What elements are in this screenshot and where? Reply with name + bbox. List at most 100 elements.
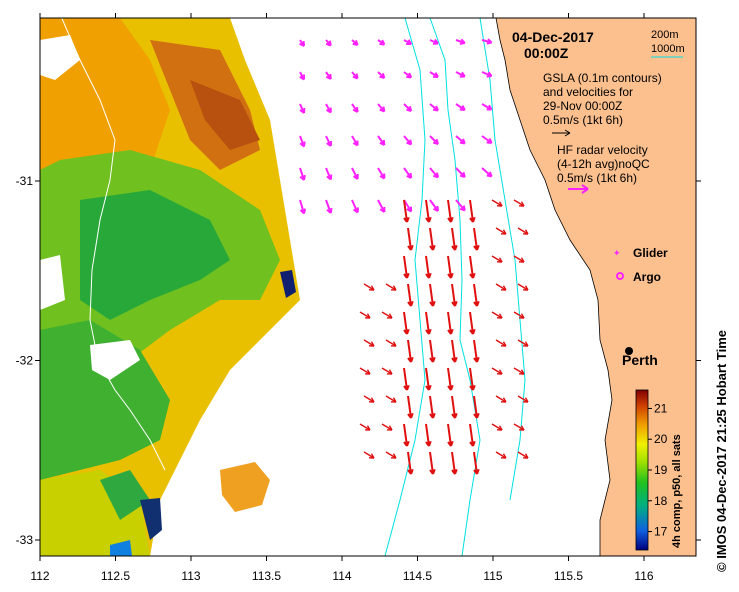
- gsla-note-line1: GSLA (0.1m contours): [543, 71, 662, 85]
- gsla-arrow: [481, 135, 493, 144]
- x-tick-label: 112.5: [101, 569, 130, 583]
- colorbar-label: 4h comp, p50, all sats: [671, 434, 683, 548]
- gsla-arrow: [325, 199, 333, 214]
- x-tick-label: 113.5: [252, 569, 281, 583]
- hf-radar-arrow: [385, 283, 397, 291]
- gsla-arrow: [351, 167, 359, 180]
- gsla-scale-arrow: [552, 129, 571, 137]
- colorbar-tick-label: 20: [654, 432, 668, 446]
- gsla-arrow: [325, 167, 333, 181]
- gsla-arrow: [455, 199, 466, 212]
- gsla-arrow: [429, 38, 439, 45]
- hf-radar-arrow: [425, 311, 432, 335]
- hf-radar-arrow: [403, 255, 410, 279]
- gsla-arrow: [481, 167, 493, 178]
- gsla-arrow: [429, 167, 439, 179]
- x-axis: 112 112.5 113 113.5 114 114.5 115 115.5 116: [30, 13, 654, 583]
- y-tick-label: -32: [16, 354, 34, 368]
- gsla-arrow: [455, 38, 466, 45]
- hf-note-line2: (4-12h avg)noQC: [557, 157, 650, 171]
- x-tick-label: 114: [332, 569, 351, 583]
- hf-radar-arrow: [403, 423, 410, 447]
- hf-radar-arrow: [451, 395, 458, 419]
- hf-radar-arrow: [451, 451, 458, 475]
- hf-radar-arrow: [513, 311, 525, 319]
- hf-radar-arrow: [469, 423, 476, 447]
- hf-radar-arrow: [425, 255, 432, 279]
- gsla-arrow: [481, 38, 493, 45]
- hf-radar-arrow: [429, 283, 436, 307]
- gsla-arrow: [299, 167, 306, 181]
- hf-radar-arrow: [407, 395, 414, 419]
- hf-radar-arrow: [495, 395, 507, 403]
- perth-label: Perth: [622, 352, 658, 368]
- gsla-arrow: [429, 71, 439, 78]
- hf-radar-arrow: [491, 311, 503, 319]
- hf-radar-arrow: [403, 367, 410, 391]
- hf-scale-text: 0.5m/s (1kt 6h): [557, 171, 637, 185]
- hf-radar-arrow: [359, 311, 371, 319]
- hf-radar-arrow: [425, 199, 432, 223]
- gsla-arrow: [403, 135, 413, 146]
- title-time: 00:00Z: [524, 45, 569, 61]
- hf-radar-arrow: [469, 367, 476, 391]
- hf-radar-arrow: [359, 367, 371, 375]
- gsla-arrow: [299, 199, 307, 215]
- hf-radar-arrow: [429, 227, 436, 251]
- colorbar-tick-label: 18: [654, 494, 668, 508]
- hf-radar-arrow: [385, 451, 397, 459]
- gsla-arrow: [403, 39, 413, 45]
- hf-radar-arrow: [451, 283, 458, 307]
- gsla-arrow: [455, 167, 466, 178]
- gsla-scale-text: 0.5m/s (1kt 6h): [543, 113, 623, 127]
- x-tick-label: 115.5: [554, 569, 583, 583]
- gsla-arrow: [429, 135, 439, 145]
- hf-radar-arrow: [381, 311, 393, 319]
- depth-legend-200m: 200m: [651, 29, 679, 41]
- hf-radar-arrow: [491, 367, 503, 375]
- gsla-arrow: [377, 167, 386, 180]
- hf-radar-arrow: [385, 395, 397, 403]
- colorbar-ticks: 21 20 19 18 17: [648, 401, 668, 539]
- hf-radar-arrow: [425, 423, 432, 447]
- gsla-arrow: [299, 135, 306, 148]
- hf-radar-arrow: [451, 339, 458, 363]
- hf-radar-arrow: [517, 227, 529, 235]
- argo-legend: Argo: [616, 270, 661, 284]
- hf-radar-arrow: [495, 283, 507, 291]
- colorbar: [635, 389, 649, 551]
- gsla-arrow: [299, 39, 305, 47]
- hf-radar-arrow: [407, 339, 414, 363]
- hf-radar-arrow: [363, 395, 375, 403]
- hf-radar-arrow: [407, 283, 414, 307]
- x-tick-label: 113: [181, 569, 200, 583]
- hf-radar-arrow: [473, 451, 480, 475]
- gsla-arrow: [377, 39, 386, 46]
- hf-radar-arrow: [407, 451, 414, 475]
- glider-label: Glider: [633, 246, 668, 260]
- credit-text: © IMOS 04-Dec-2017 21:25 Hobart Time: [714, 330, 729, 572]
- gsla-arrow: [481, 71, 493, 78]
- hf-radar-arrow: [429, 395, 436, 419]
- hf-radar-arrow: [517, 339, 529, 347]
- hf-radar-arrow: [469, 199, 476, 223]
- hf-radar-arrow: [491, 199, 503, 207]
- gsla-arrow: [455, 103, 466, 111]
- gsla-arrow: [351, 39, 359, 46]
- plot-frame: [39, 17, 697, 557]
- gsla-arrow: [403, 103, 413, 112]
- hf-radar-arrow: [495, 227, 507, 235]
- hf-radar-arrow: [363, 451, 375, 459]
- hf-radar-arrow: [425, 367, 432, 391]
- colorbar-tick-label: 19: [654, 463, 668, 477]
- hf-radar-arrow: [447, 423, 454, 447]
- x-tick-label: 112: [30, 569, 49, 583]
- hf-radar-arrow: [451, 227, 458, 251]
- sst-field: [40, 18, 300, 556]
- hf-radar-arrow: [407, 227, 414, 251]
- gsla-arrow: [299, 71, 306, 81]
- hf-radar-arrow: [385, 339, 397, 347]
- glider-icon: ✦: [613, 248, 621, 258]
- x-tick-label: 115: [483, 569, 502, 583]
